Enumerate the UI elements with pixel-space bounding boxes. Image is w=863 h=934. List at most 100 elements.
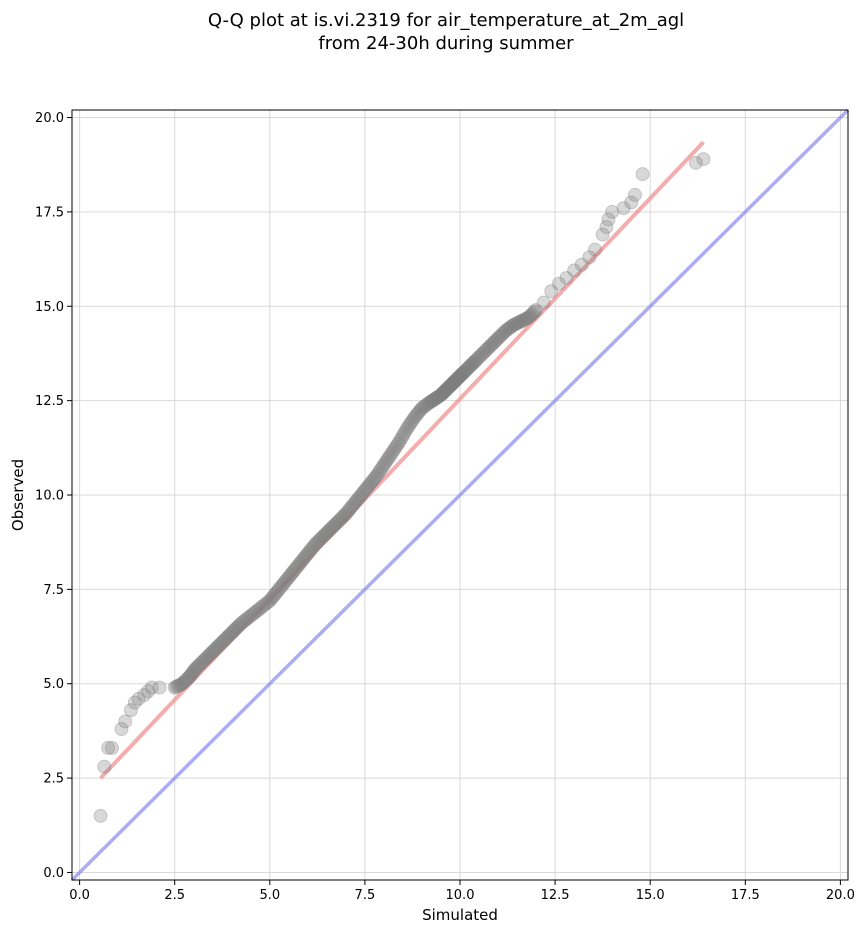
data-point-dense bbox=[497, 325, 512, 340]
x-axis-label: Simulated bbox=[422, 906, 498, 924]
data-point-dense bbox=[453, 368, 468, 383]
data-point-dense bbox=[360, 480, 375, 495]
data-point-dense bbox=[349, 493, 364, 508]
data-point-dense bbox=[328, 517, 343, 532]
data-point bbox=[582, 250, 597, 265]
data-point bbox=[123, 703, 138, 718]
data-point-dense bbox=[341, 503, 356, 518]
data-point-dense bbox=[439, 382, 454, 397]
data-point bbox=[323, 521, 338, 536]
data-point bbox=[407, 410, 422, 425]
data-point-dense bbox=[448, 373, 463, 388]
data-point-dense bbox=[302, 544, 317, 559]
data-point-dense bbox=[190, 660, 205, 675]
data-point-dense bbox=[296, 552, 311, 567]
y-tick-label: 5.0 bbox=[43, 677, 64, 692]
data-point-dense bbox=[504, 319, 519, 334]
data-point-dense bbox=[455, 366, 470, 381]
data-point-dense bbox=[184, 667, 199, 682]
data-point-dense bbox=[317, 528, 332, 543]
data-point-dense bbox=[181, 670, 196, 685]
data-point bbox=[127, 695, 142, 710]
data-point bbox=[567, 263, 582, 278]
data-point-dense bbox=[329, 515, 344, 530]
data-point-dense bbox=[452, 369, 467, 384]
data-point-dense bbox=[343, 501, 358, 516]
data-point bbox=[456, 365, 471, 380]
data-point-dense bbox=[522, 309, 537, 324]
data-point-dense bbox=[239, 611, 254, 626]
data-point-dense bbox=[274, 578, 289, 593]
data-point-dense bbox=[404, 415, 419, 430]
data-point-dense bbox=[449, 372, 464, 387]
data-point-dense bbox=[236, 614, 251, 629]
data-point-dense bbox=[373, 462, 388, 477]
data-point-dense bbox=[402, 417, 417, 432]
data-point bbox=[529, 303, 544, 318]
x-tick-label: 10.0 bbox=[446, 888, 475, 903]
data-point-dense bbox=[294, 554, 309, 569]
data-point-dense bbox=[351, 491, 366, 506]
data-point bbox=[437, 384, 452, 399]
data-point-dense bbox=[290, 559, 305, 574]
data-point-dense bbox=[216, 634, 231, 649]
data-point-dense bbox=[186, 664, 201, 679]
data-point bbox=[97, 759, 112, 774]
data-point-dense bbox=[421, 396, 436, 411]
data-point-dense bbox=[245, 607, 260, 622]
fit-line-layer bbox=[99, 140, 705, 780]
data-point-dense bbox=[364, 474, 379, 489]
data-point-dense bbox=[284, 567, 299, 582]
data-point-dense bbox=[411, 404, 426, 419]
data-point-dense bbox=[335, 509, 350, 524]
x-tick-label: 20.0 bbox=[826, 888, 855, 903]
data-point-dense bbox=[291, 557, 306, 572]
data-point-dense bbox=[471, 350, 486, 365]
data-point-dense bbox=[464, 357, 479, 372]
y-tick-label: 20.0 bbox=[35, 111, 64, 126]
data-point-dense bbox=[396, 427, 411, 442]
data-point bbox=[462, 359, 477, 374]
data-point bbox=[300, 546, 315, 561]
data-point-dense bbox=[255, 599, 270, 614]
data-point-dense bbox=[432, 388, 447, 403]
data-point-dense bbox=[179, 672, 194, 687]
data-point bbox=[445, 376, 460, 391]
data-point-dense bbox=[431, 389, 446, 404]
data-point bbox=[243, 608, 258, 623]
data-point bbox=[118, 714, 133, 729]
data-point bbox=[475, 346, 490, 361]
data-point bbox=[234, 616, 249, 631]
data-point-dense bbox=[405, 412, 420, 427]
data-point-dense bbox=[200, 649, 215, 664]
data-point-dense bbox=[273, 580, 288, 595]
data-point bbox=[428, 391, 443, 406]
data-point bbox=[491, 331, 506, 346]
data-point-dense bbox=[370, 466, 385, 481]
data-point bbox=[536, 295, 551, 310]
data-point bbox=[453, 369, 467, 384]
data-point bbox=[595, 227, 610, 242]
data-point bbox=[331, 514, 346, 529]
data-point-dense bbox=[401, 419, 416, 434]
data-point-dense bbox=[393, 432, 408, 447]
data-point-dense bbox=[271, 582, 286, 597]
data-point bbox=[293, 555, 308, 570]
data-point-dense bbox=[251, 602, 266, 617]
y-tick-label: 7.5 bbox=[43, 583, 64, 598]
x-tick-label: 15.0 bbox=[636, 888, 665, 903]
data-point-dense bbox=[306, 538, 321, 553]
data-point bbox=[384, 446, 399, 461]
y-tick-label: 12.5 bbox=[35, 394, 64, 409]
data-point bbox=[433, 387, 448, 402]
data-point-dense bbox=[367, 471, 382, 486]
data-point-dense bbox=[191, 658, 206, 673]
data-point-dense bbox=[334, 511, 349, 526]
data-point-dense bbox=[481, 340, 496, 355]
data-point-dense bbox=[423, 394, 438, 409]
data-point-dense bbox=[352, 489, 367, 504]
data-point-dense bbox=[322, 523, 337, 538]
data-point-dense bbox=[205, 645, 220, 660]
data-point bbox=[226, 623, 241, 638]
data-point bbox=[262, 593, 277, 608]
